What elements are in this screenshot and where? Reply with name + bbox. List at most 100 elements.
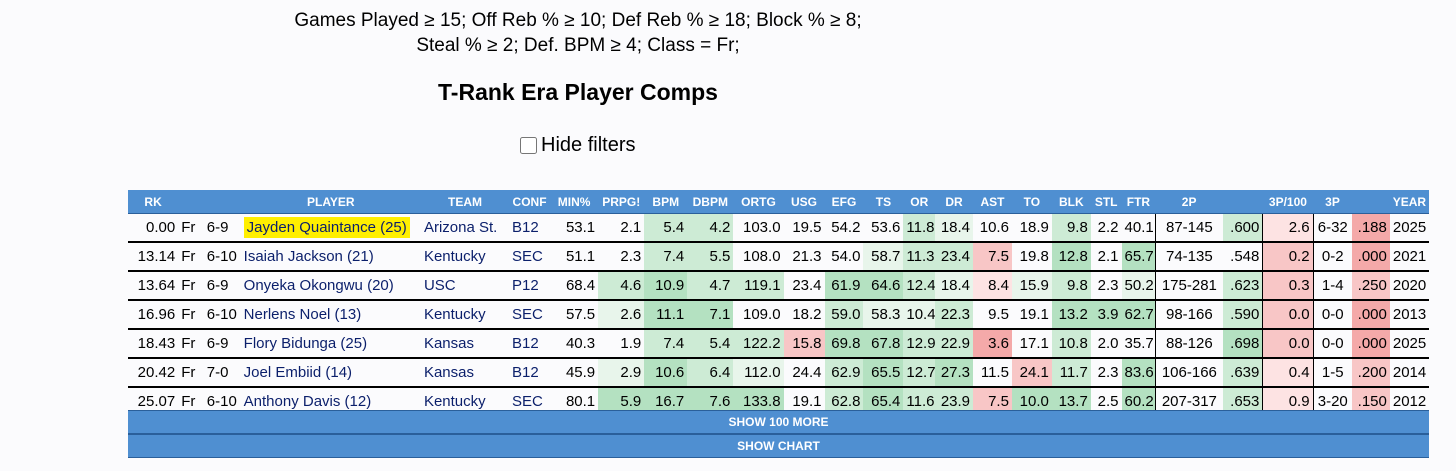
col-header-11[interactable]: USG [783, 190, 825, 214]
cell-team[interactable]: Kansas [420, 358, 510, 388]
col-header-22[interactable] [1222, 190, 1263, 214]
cell-dr: 23.4 [935, 242, 974, 272]
cell-rk: 13.64 [128, 271, 179, 301]
col-header-8[interactable]: BPM [644, 190, 688, 214]
col-header-13[interactable]: TS [863, 190, 904, 214]
col-header-9[interactable]: DBPM [687, 190, 734, 214]
col-header-24[interactable]: 3P [1313, 190, 1352, 214]
cell-cls: Fr [178, 329, 204, 359]
show-chart-button[interactable]: SHOW CHART [128, 434, 1429, 458]
cell-dr: 18.4 [935, 213, 974, 243]
player-name-link[interactable]: Jayden Quaintance (25) [243, 217, 410, 238]
col-header-7[interactable]: PRPG! [598, 190, 645, 214]
cell-player[interactable]: Joel Embiid (14) [240, 358, 421, 388]
cell-ht: 6-9 [203, 271, 241, 301]
cell-stl: 2.1 [1090, 242, 1122, 272]
col-header-10[interactable]: ORTG [733, 190, 784, 214]
cell-p3: 0-0 [1313, 329, 1352, 359]
cell-conf[interactable]: SEC [509, 300, 551, 330]
cell-conf[interactable]: B12 [509, 213, 551, 243]
cell-or: 12.4 [903, 271, 936, 301]
player-name-link[interactable]: Onyeka Okongwu (20) [243, 277, 394, 294]
cell-team[interactable]: Kentucky [420, 300, 510, 330]
filter-summary: Games Played ≥ 15; Off Reb % ≥ 10; Def R… [0, 8, 1156, 58]
cell-dbpm: 7.1 [687, 300, 734, 330]
col-header-26[interactable]: YEAR [1389, 190, 1429, 214]
player-name-link[interactable]: Anthony Davis (12) [243, 393, 372, 410]
cell-ftr: 62.7 [1121, 300, 1156, 330]
cell-cls: Fr [178, 300, 204, 330]
col-header-0[interactable]: RK [128, 190, 179, 214]
col-header-23[interactable]: 3P/100 [1262, 190, 1314, 214]
cell-p3: 1-5 [1313, 358, 1352, 388]
cell-p3: 0-2 [1313, 242, 1352, 272]
cell-to: 19.1 [1011, 300, 1052, 330]
col-header-16[interactable]: AST [973, 190, 1012, 214]
col-header-6[interactable]: MIN% [550, 190, 599, 214]
cell-stl: 2.0 [1090, 329, 1122, 359]
player-name-link[interactable]: Isaiah Jackson (21) [243, 248, 374, 265]
cell-p2pct: .623 [1222, 271, 1263, 301]
col-header-25[interactable] [1351, 190, 1390, 214]
hide-filters-checkbox[interactable] [520, 137, 537, 154]
player-name-link[interactable]: Flory Bidunga (25) [243, 335, 368, 352]
cell-player[interactable]: Flory Bidunga (25) [240, 329, 421, 359]
col-header-4[interactable]: TEAM [420, 190, 510, 214]
cell-ftr: 65.7 [1121, 242, 1156, 272]
cell-conf[interactable]: B12 [509, 329, 551, 359]
cell-player[interactable]: Nerlens Noel (13) [240, 300, 421, 330]
cell-player[interactable]: Isaiah Jackson (21) [240, 242, 421, 272]
player-name-link[interactable]: Nerlens Noel (13) [243, 306, 362, 323]
cell-team[interactable]: USC [420, 271, 510, 301]
col-header-14[interactable]: OR [903, 190, 936, 214]
cell-min: 53.1 [550, 213, 599, 243]
col-header-5[interactable]: CONF [509, 190, 551, 214]
player-name-link[interactable]: Joel Embiid (14) [243, 364, 353, 381]
col-header-20[interactable]: FTR [1121, 190, 1156, 214]
filter-line-1: Games Played ≥ 15; Off Reb % ≥ 10; Def R… [294, 10, 862, 31]
col-header-17[interactable]: TO [1011, 190, 1052, 214]
col-header-2[interactable] [203, 190, 241, 214]
cell-conf[interactable]: B12 [509, 358, 551, 388]
cell-stl: 2.2 [1090, 213, 1122, 243]
cell-blk: 11.7 [1051, 358, 1091, 388]
cell-ts: 58.3 [863, 300, 904, 330]
cell-p2pct: .600 [1222, 213, 1263, 243]
table-row: 18.43 Fr 6-9 Flory Bidunga (25) Kansas B12 40.… [128, 329, 1429, 359]
col-header-15[interactable]: DR [935, 190, 974, 214]
cell-ftr: 50.2 [1121, 271, 1156, 301]
cell-p2: 175-281 [1154, 271, 1223, 301]
cell-p2pct: .698 [1222, 329, 1263, 359]
cell-blk: 9.8 [1051, 213, 1091, 243]
cell-ftr: 35.7 [1121, 329, 1156, 359]
show-100-more-button[interactable]: SHOW 100 MORE [128, 410, 1429, 434]
cell-ortg: 108.0 [733, 242, 784, 272]
col-header-18[interactable]: BLK [1051, 190, 1091, 214]
cell-usg: 19.5 [783, 213, 825, 243]
cell-cls: Fr [178, 242, 204, 272]
cell-team[interactable]: Kansas [420, 329, 510, 359]
table-row: 13.14 Fr 6-10 Isaiah Jackson (21) Kentucky SE… [128, 242, 1429, 272]
cell-usg: 23.4 [783, 271, 825, 301]
cell-to: 18.9 [1011, 213, 1052, 243]
cell-dbpm: 6.4 [687, 358, 734, 388]
filter-line-2: Steal % ≥ 2; Def. BPM ≥ 4; Class = Fr; [416, 35, 740, 56]
cell-team[interactable]: Kentucky [420, 242, 510, 272]
hide-filters-label: Hide filters [541, 134, 636, 156]
cell-player[interactable]: Jayden Quaintance (25) [240, 213, 421, 243]
cell-usg: 15.8 [783, 329, 825, 359]
cell-efg: 62.9 [824, 358, 864, 388]
cell-team[interactable]: Arizona St. [420, 213, 510, 243]
col-header-21[interactable]: 2P [1155, 190, 1223, 214]
col-header-12[interactable]: EFG [824, 190, 864, 214]
cell-conf[interactable]: SEC [509, 242, 551, 272]
cell-player[interactable]: Onyeka Okongwu (20) [240, 271, 421, 301]
cell-conf[interactable]: P12 [509, 271, 551, 301]
col-header-1[interactable] [178, 190, 204, 214]
col-header-3[interactable]: PLAYER [240, 190, 421, 214]
cell-to: 15.9 [1011, 271, 1052, 301]
cell-bpm: 10.6 [644, 358, 688, 388]
hide-filters-toggle[interactable]: Hide filters [520, 134, 635, 157]
cell-p3: 0-0 [1313, 300, 1352, 330]
col-header-19[interactable]: STL [1090, 190, 1122, 214]
